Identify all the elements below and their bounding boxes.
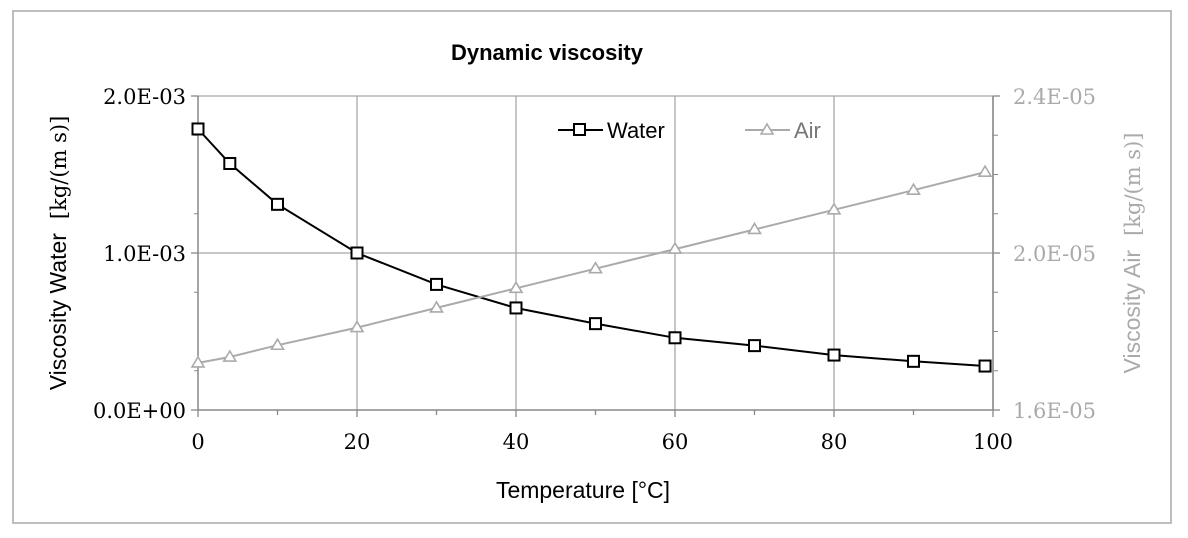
water-data-point <box>668 331 682 345</box>
y-right-tick-label: 1.6E-05 <box>1013 399 1096 423</box>
y-axis-label-right-text: Viscosity Air <box>1119 250 1145 374</box>
air-data-point <box>906 182 921 195</box>
x-tick-label: 20 <box>344 430 371 454</box>
water-series-line <box>197 128 986 367</box>
series <box>190 122 993 373</box>
x-tick-label: 40 <box>503 430 530 454</box>
water-data-point <box>827 348 841 362</box>
water-data-point <box>430 277 443 291</box>
chart-title: Dynamic viscosity <box>451 40 644 65</box>
water-data-point <box>509 301 523 315</box>
air-data-point <box>429 300 444 313</box>
water-data-point <box>223 157 237 171</box>
legend: Water Air <box>558 118 821 143</box>
legend-water-label: Water <box>607 118 665 143</box>
x-tick-label: 0 <box>191 430 204 454</box>
air-data-point <box>747 221 762 235</box>
air-data-point <box>977 164 993 177</box>
water-data-point <box>978 359 992 373</box>
air-data-point <box>222 349 238 362</box>
x-axis-label: Temperature [°C] <box>496 477 670 503</box>
grid-lines <box>198 95 994 410</box>
y-axis-label-right: Viscosity Air [kg/(m s)] <box>1119 133 1145 374</box>
legend-air-label: Air <box>794 118 821 143</box>
y-axis-label-left: Viscosity Water [kg/(m s)] <box>45 116 71 391</box>
axes <box>191 95 1000 417</box>
y-left-tick-label: 0.0E+00 <box>93 399 186 423</box>
y-axis-label-left-text: Viscosity Water <box>45 233 71 391</box>
y-axis-label-right-unit: [kg/(m s)] <box>1121 133 1145 236</box>
air-series-line <box>197 171 986 364</box>
air-data-point <box>190 355 206 368</box>
water-data-point <box>350 246 364 260</box>
air-data-point <box>349 320 365 333</box>
tick-labels: 0 20 40 60 80 100 0.0E+00 1.0E-03 2.0E-03 1.6E-05… <box>93 85 1096 454</box>
air-data-point <box>588 261 603 274</box>
water-data-point <box>907 354 920 368</box>
legend-air-marker <box>759 122 775 135</box>
air-data-point <box>270 337 285 351</box>
air-data-point <box>826 202 842 215</box>
air-data-point <box>508 280 524 294</box>
water-data-point <box>748 339 761 353</box>
y-left-tick-label: 1.0E-03 <box>103 242 186 266</box>
y-axis-label-left-unit: [kg/(m s)] <box>47 116 71 219</box>
y-right-tick-label: 2.4E-05 <box>1013 85 1096 109</box>
water-data-point <box>271 197 284 211</box>
water-data-point <box>191 122 205 136</box>
x-tick-label: 80 <box>821 430 848 454</box>
water-data-point <box>589 317 602 331</box>
air-data-point <box>667 241 683 254</box>
y-right-tick-label: 2.0E-05 <box>1013 242 1096 266</box>
legend-water-marker <box>573 123 586 136</box>
x-tick-label: 100 <box>973 430 1013 454</box>
x-tick-label: 60 <box>662 430 689 454</box>
y-left-tick-label: 2.0E-03 <box>103 85 186 109</box>
